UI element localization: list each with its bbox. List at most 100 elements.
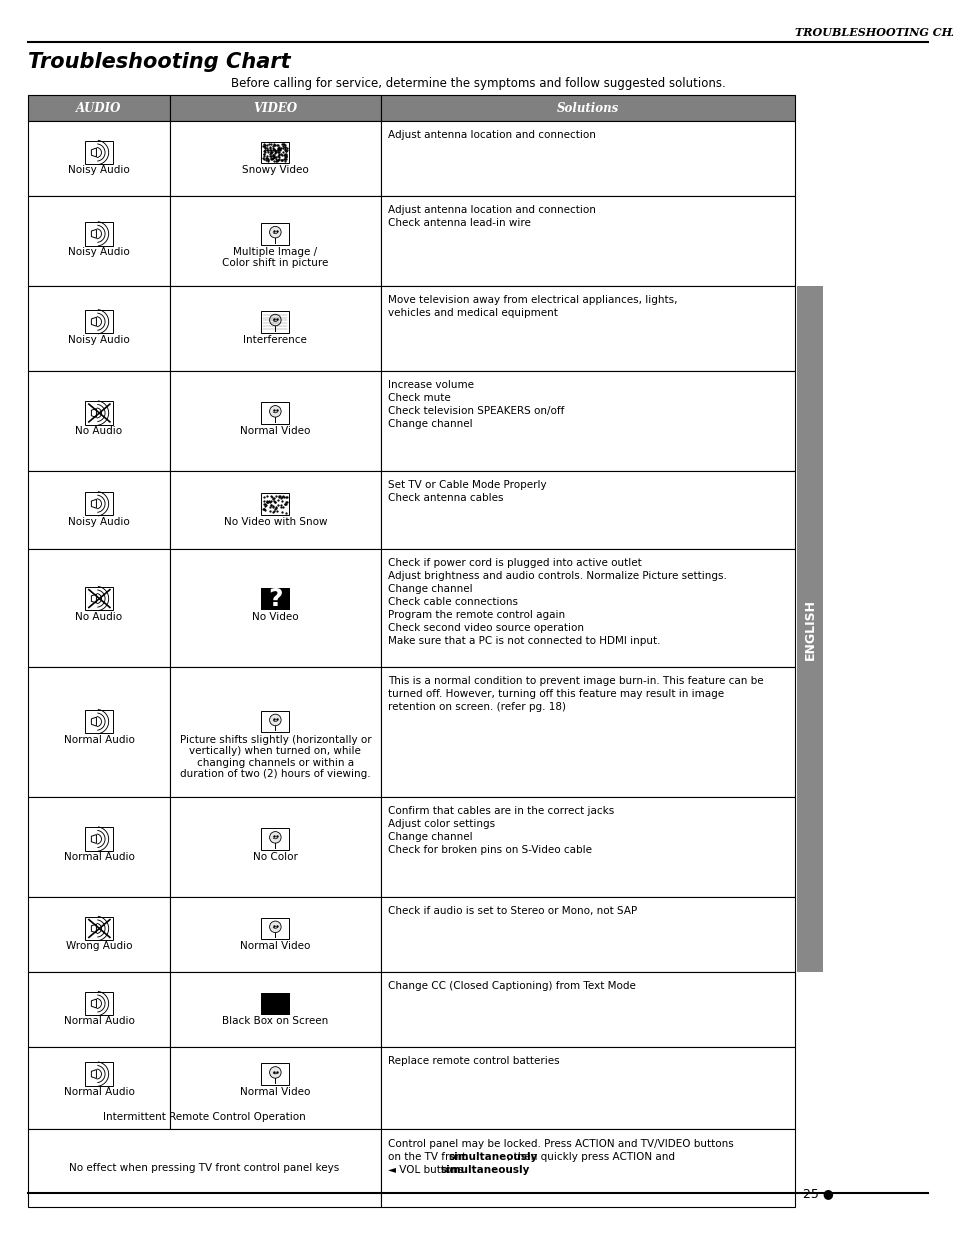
Polygon shape — [91, 148, 96, 157]
Bar — [170, 196, 380, 287]
Bar — [28, 667, 170, 797]
Point — [275, 496, 291, 516]
Point — [266, 498, 281, 517]
Point — [263, 140, 278, 159]
Point — [278, 146, 294, 165]
Point — [256, 133, 272, 153]
Point — [255, 149, 271, 169]
Point — [268, 147, 283, 167]
Text: Make sure that a PC is not connected to HDMI input.: Make sure that a PC is not connected to … — [388, 636, 659, 646]
Point — [273, 149, 288, 169]
Point — [267, 493, 282, 513]
Bar — [380, 972, 794, 1047]
Point — [273, 495, 288, 515]
Text: Wrong Audio: Wrong Audio — [66, 941, 132, 951]
Point — [268, 142, 283, 162]
Bar — [261, 918, 289, 940]
Point — [270, 495, 285, 515]
Point — [274, 135, 289, 154]
Polygon shape — [91, 1070, 96, 1078]
Point — [266, 492, 281, 511]
Text: No Video with Snow: No Video with Snow — [223, 516, 327, 526]
Point — [277, 147, 293, 167]
Text: Check antenna cables: Check antenna cables — [388, 493, 503, 503]
Text: Change channel: Change channel — [388, 832, 472, 842]
Circle shape — [270, 1067, 281, 1078]
Point — [269, 135, 284, 154]
Bar — [28, 1129, 380, 1207]
Text: Before calling for service, determine the symptoms and follow suggested solution: Before calling for service, determine th… — [231, 77, 724, 90]
Bar — [85, 492, 113, 515]
Point — [268, 149, 283, 169]
Point — [255, 136, 271, 156]
Point — [256, 488, 272, 508]
Point — [270, 138, 285, 158]
Point — [259, 141, 274, 161]
Bar — [170, 1047, 380, 1129]
Point — [260, 140, 275, 159]
Point — [277, 141, 293, 161]
Text: No Audio: No Audio — [75, 611, 122, 621]
Point — [259, 492, 274, 511]
Point — [277, 151, 293, 170]
Bar — [85, 916, 113, 940]
Text: Control panel may be locked. Press ACTION and TV/VIDEO buttons: Control panel may be locked. Press ACTIO… — [388, 1139, 733, 1149]
Point — [256, 499, 272, 519]
Point — [270, 140, 285, 159]
Bar — [85, 141, 113, 164]
Point — [265, 148, 280, 168]
Polygon shape — [91, 499, 96, 509]
Point — [278, 487, 294, 506]
Text: Check cable connections: Check cable connections — [388, 597, 517, 606]
Text: No Audio: No Audio — [75, 426, 122, 436]
Point — [271, 490, 286, 510]
Bar — [85, 587, 113, 610]
Point — [260, 149, 275, 169]
Point — [266, 148, 281, 168]
Point — [270, 146, 285, 165]
Point — [256, 494, 272, 514]
Point — [265, 146, 280, 165]
Point — [272, 138, 287, 158]
Point — [268, 151, 283, 170]
Bar — [380, 897, 794, 972]
Point — [256, 500, 272, 520]
Point — [274, 138, 290, 158]
Text: No Video: No Video — [252, 611, 298, 621]
Point — [265, 142, 280, 162]
Point — [265, 146, 280, 165]
Point — [275, 146, 291, 165]
Point — [276, 137, 292, 157]
Bar — [380, 1129, 794, 1207]
Point — [258, 148, 274, 168]
Point — [278, 494, 294, 514]
Point — [256, 135, 272, 154]
Point — [279, 141, 294, 161]
Point — [270, 135, 285, 154]
Text: Solutions: Solutions — [557, 101, 618, 115]
Text: Program the remote control again: Program the remote control again — [388, 610, 564, 620]
Point — [258, 151, 274, 170]
Text: Noisy Audio: Noisy Audio — [68, 247, 130, 257]
Point — [273, 485, 288, 505]
Text: Snowy Video: Snowy Video — [242, 165, 309, 175]
Point — [267, 492, 282, 511]
Point — [256, 141, 272, 161]
Text: Adjust antenna location and connection: Adjust antenna location and connection — [388, 205, 595, 215]
Point — [266, 489, 281, 509]
Circle shape — [270, 314, 281, 326]
Text: Normal Video: Normal Video — [240, 941, 311, 951]
Bar — [170, 972, 380, 1047]
Point — [272, 147, 287, 167]
Point — [263, 148, 278, 168]
Text: Increase volume: Increase volume — [388, 380, 474, 390]
Bar — [380, 471, 794, 550]
Text: retention on screen. (refer pg. 18): retention on screen. (refer pg. 18) — [388, 701, 565, 713]
Point — [257, 141, 273, 161]
Text: Noisy Audio: Noisy Audio — [68, 165, 130, 175]
Bar — [85, 222, 113, 246]
Point — [267, 140, 282, 159]
Bar — [170, 797, 380, 897]
Point — [264, 149, 279, 169]
Text: 25 ●: 25 ● — [802, 1187, 833, 1200]
